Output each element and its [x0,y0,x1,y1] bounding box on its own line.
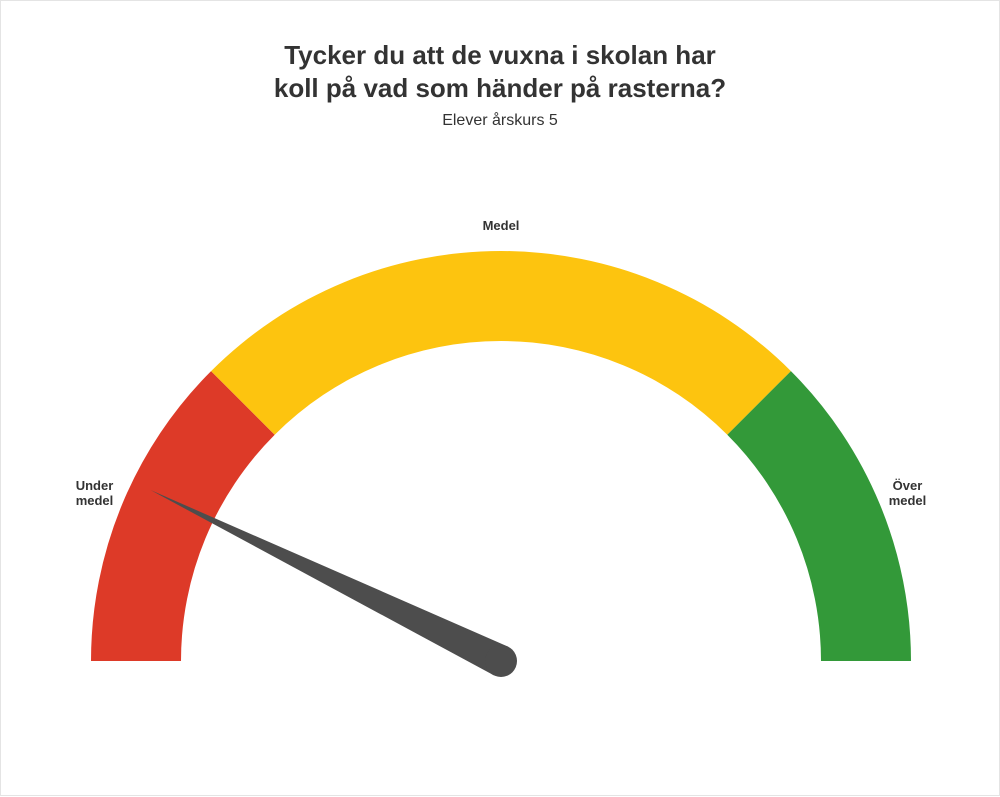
gauge-segment [727,371,911,661]
segment-label-over-medel: Övermedel [868,479,948,509]
gauge-chart [1,1,1000,797]
gauge-segment [91,371,275,661]
segment-label-under-medel: Undermedel [54,479,134,509]
chart-frame: Tycker du att de vuxna i skolan har koll… [0,0,1000,796]
segment-label-medel: Medel [461,219,541,234]
gauge-needle [150,490,508,675]
gauge-needle-hub [485,645,517,677]
gauge-segment [211,251,791,435]
